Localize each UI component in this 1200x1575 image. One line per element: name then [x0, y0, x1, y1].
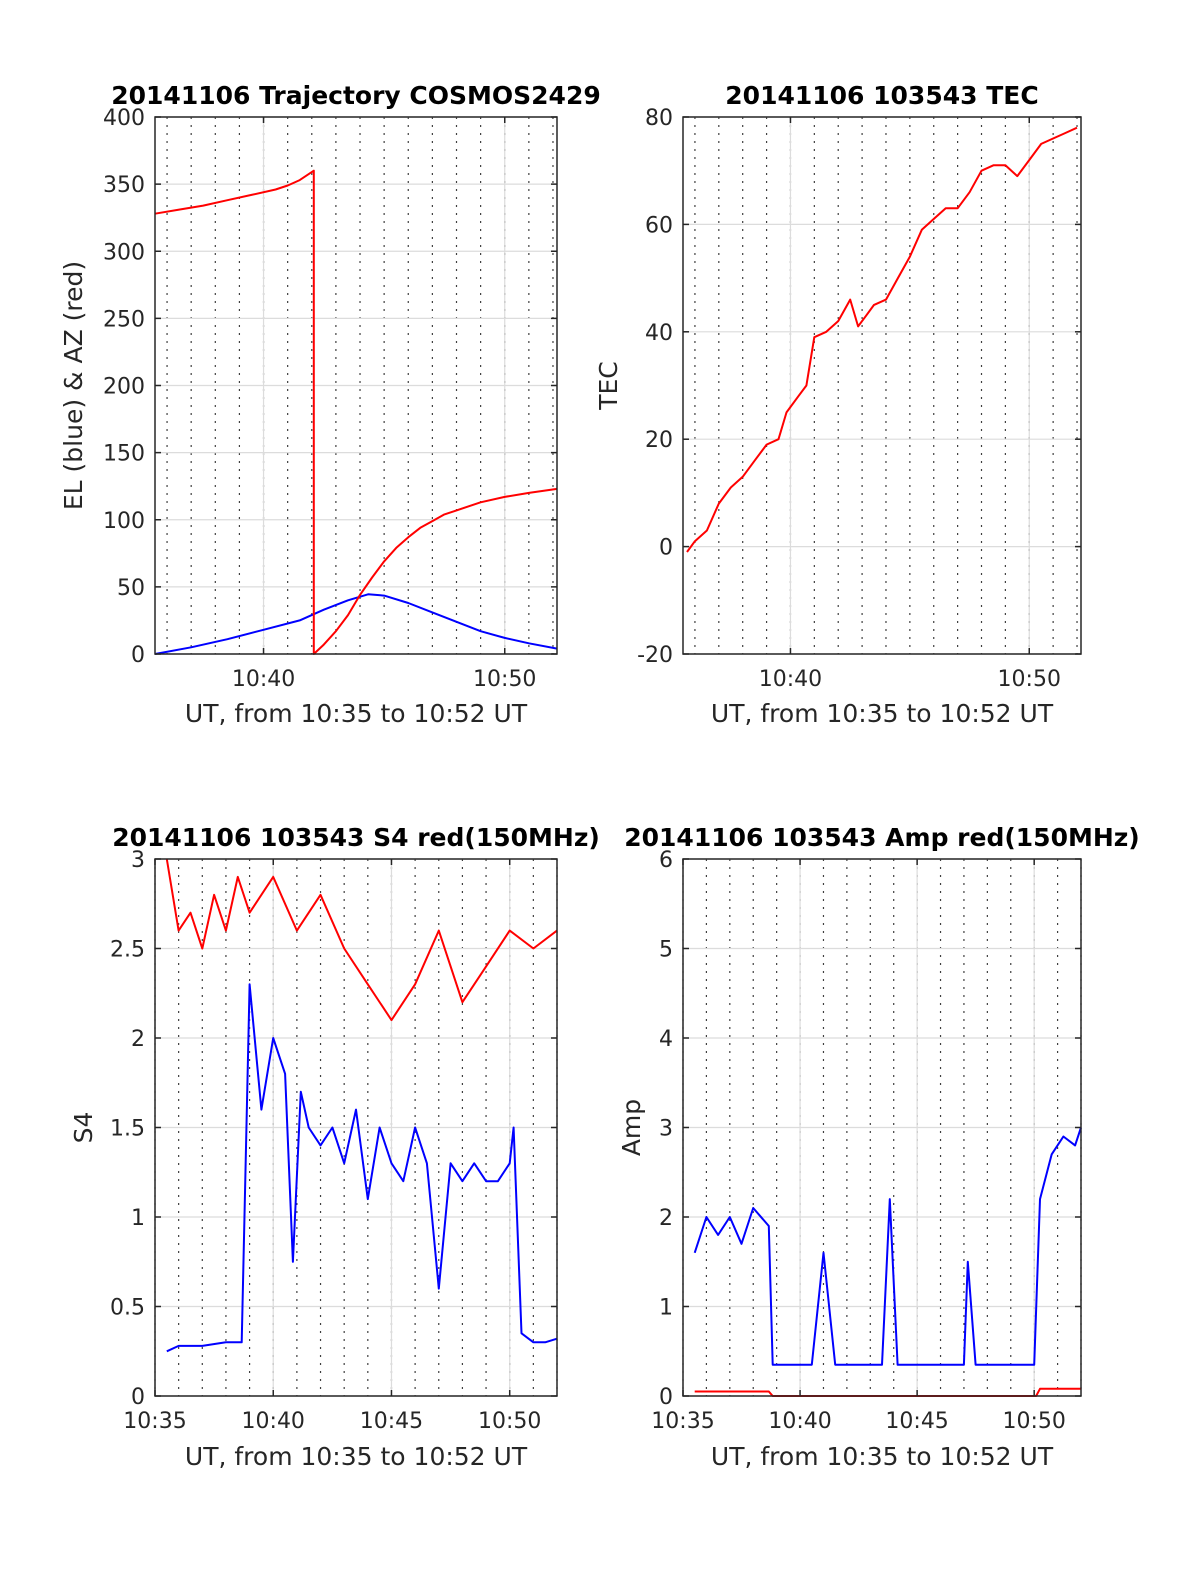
y-tick-label: 50 [117, 576, 145, 601]
y-axis-label: Amp [617, 1099, 646, 1156]
series-line-2 [693, 1127, 1082, 1366]
x-tick-label: 10:50 [998, 667, 1061, 692]
chart-title: 20141106 103543 TEC [725, 81, 1038, 110]
y-axis-label: S4 [69, 1112, 98, 1144]
y-tick-label: 0 [131, 1385, 145, 1410]
chart-title: 20141106 103543 S4 red(150MHz) [112, 823, 600, 852]
y-tick-label: 4 [659, 1027, 673, 1052]
chart-panel-1: 0 50 100 150 200 250 300 350 400 10:40 10:50 201411… [59, 81, 601, 728]
x-tick-label: 10:50 [1002, 1409, 1065, 1434]
y-tick-label: 3 [131, 848, 145, 873]
y-tick-label: 0 [659, 1385, 673, 1410]
chart-title: 20141106 103543 Amp red(150MHz) [624, 823, 1140, 852]
x-axis-label: UT, from 10:35 to 10:52 UT [711, 1442, 1054, 1471]
x-tick-label: 10:40 [242, 1409, 305, 1434]
x-tick-label: 10:50 [473, 667, 536, 692]
y-tick-label: 0 [659, 536, 673, 561]
y-tick-label: 150 [103, 442, 145, 467]
y-tick-label: 350 [103, 173, 145, 198]
chart-panel-4: 0 1 2 3 4 5 6 10:35 10:40 10:45 10:50 20141106 1035… [617, 823, 1140, 1471]
x-axis-label: UT, from 10:35 to 10:52 UT [185, 699, 528, 728]
plot-area [683, 117, 1081, 654]
x-tick-label: 10:45 [885, 1409, 948, 1434]
x-tick-label: 10:40 [232, 667, 295, 692]
x-tick-label: 10:40 [768, 1409, 831, 1434]
y-tick-label: 1 [131, 1206, 145, 1231]
axes-box [682, 116, 1082, 655]
y-axis-label: EL (blue) & AZ (red) [59, 261, 88, 510]
x-axis-label: UT, from 10:35 to 10:52 UT [185, 1442, 528, 1471]
y-tick-label: 1.5 [110, 1117, 145, 1142]
y-tick-label: 5 [659, 938, 673, 963]
chart-panel-3: 0 0.5 1 1.5 2 2.5 3 10:35 10:40 10:45 10:50 2014110… [69, 823, 600, 1471]
series-line-2 [166, 983, 558, 1353]
x-tick-label: 10:35 [651, 1409, 714, 1434]
x-tick-label: 10:50 [478, 1409, 541, 1434]
y-tick-label: 2.5 [110, 938, 145, 963]
y-tick-label: 200 [103, 375, 145, 400]
y-axis-label: TEC [594, 361, 623, 411]
x-tick-label: 10:35 [123, 1409, 186, 1434]
y-tick-label: 1 [659, 1296, 673, 1321]
x-axis-label: UT, from 10:35 to 10:52 UT [711, 699, 1054, 728]
y-tick-label: 80 [645, 106, 673, 131]
y-tick-label: 60 [645, 213, 673, 238]
y-tick-label: 0.5 [110, 1296, 145, 1321]
y-tick-label: 300 [103, 240, 145, 265]
y-tick-label: 400 [103, 106, 145, 131]
y-tick-label: 2 [659, 1206, 673, 1231]
series-line-2 [154, 169, 558, 655]
chart-title: 20141106 Trajectory COSMOS2429 [111, 81, 601, 110]
y-tick-label: 40 [645, 321, 673, 346]
y-tick-label: 2 [131, 1027, 145, 1052]
y-tick-label: 100 [103, 509, 145, 534]
y-tick-label: 6 [659, 848, 673, 873]
series-line-1 [154, 593, 558, 655]
x-tick-label: 10:45 [360, 1409, 423, 1434]
y-tick-label: 3 [659, 1117, 673, 1142]
y-tick-label: -20 [637, 643, 673, 668]
series-line-1 [686, 126, 1078, 553]
series-line-1 [165, 858, 558, 1022]
y-tick-label: 20 [645, 428, 673, 453]
y-tick-label: 0 [131, 643, 145, 668]
y-tick-label: 250 [103, 307, 145, 332]
x-tick-label: 10:40 [759, 667, 822, 692]
chart-panel-2: -20 0 20 40 60 80 10:40 10:50 20141106 103543 TE… [594, 81, 1082, 728]
